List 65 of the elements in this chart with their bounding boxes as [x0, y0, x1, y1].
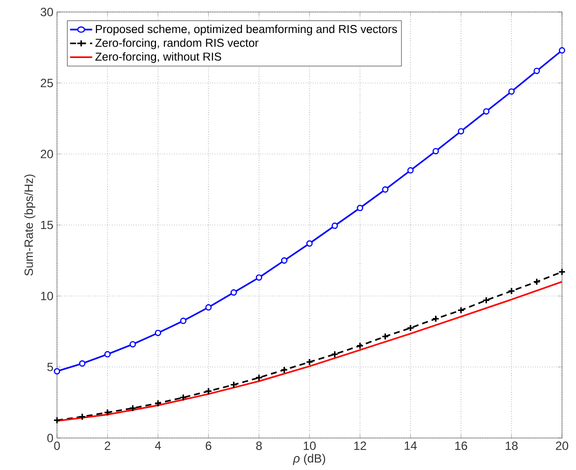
point: [280, 366, 288, 374]
point: [180, 318, 186, 324]
y-tick-label: 30: [40, 8, 54, 16]
point: [534, 68, 540, 74]
x-tick-label: 20: [556, 442, 568, 450]
point: [54, 368, 60, 374]
x-tick-label: 2: [104, 442, 110, 450]
point: [331, 350, 338, 358]
point: [432, 148, 439, 154]
point: [104, 408, 112, 416]
point: [79, 360, 86, 367]
x-tick-label: 6: [206, 442, 212, 450]
legend-label: Zero-forcing, without RIS: [95, 52, 222, 63]
point: [558, 47, 566, 54]
legend-label: Zero-forcing, random RIS vector: [95, 38, 258, 50]
point: [255, 374, 263, 382]
point: [306, 240, 313, 247]
point: [458, 128, 464, 134]
x-tick-label: 18: [506, 442, 518, 450]
x-tick-label: 8: [256, 442, 262, 450]
point: [558, 268, 566, 276]
point: [256, 274, 262, 281]
point: [356, 342, 364, 350]
y-tick-label: 20: [40, 150, 54, 158]
x-axis-title: ρ (dB): [292, 454, 326, 465]
point: [204, 387, 212, 395]
point: [482, 296, 490, 304]
point: [382, 332, 389, 340]
y-tick-label: 0: [47, 434, 54, 442]
point: [78, 412, 86, 420]
x-tick-label: 16: [455, 442, 468, 450]
y-axis-title: Sum-Rate (bps/Hz): [24, 174, 36, 276]
point: [130, 341, 136, 348]
point: [154, 399, 162, 407]
point: [432, 314, 440, 322]
x-tick-label: 14: [404, 442, 417, 450]
point: [483, 108, 490, 115]
point: [230, 289, 237, 296]
point: [129, 404, 136, 412]
point: [407, 167, 414, 174]
x-tick-label: 10: [304, 442, 316, 450]
x-tick-label: 4: [154, 442, 161, 450]
point: [356, 204, 364, 212]
point: [382, 186, 388, 193]
point: [508, 88, 515, 95]
point: [533, 278, 540, 286]
point: [457, 306, 465, 314]
y-tick-label: 15: [41, 220, 53, 230]
point: [406, 324, 414, 332]
x-tick-label: 12: [354, 442, 366, 450]
point: [332, 222, 338, 229]
point: [53, 416, 61, 424]
point: [154, 330, 162, 336]
legend-label: Proposed scheme, optimized beamforming and RIS vectors: [96, 24, 398, 36]
y-tick-label: 25: [40, 78, 53, 88]
point: [180, 394, 187, 402]
point: [281, 257, 288, 264]
point: [205, 304, 212, 311]
point: [104, 351, 111, 358]
point: [508, 287, 516, 295]
point: [306, 358, 314, 366]
y-tick-label: 5: [47, 362, 53, 372]
x-tick-label: 0: [54, 442, 60, 450]
y-tick-label: 10: [41, 292, 54, 300]
point: [230, 381, 238, 388]
